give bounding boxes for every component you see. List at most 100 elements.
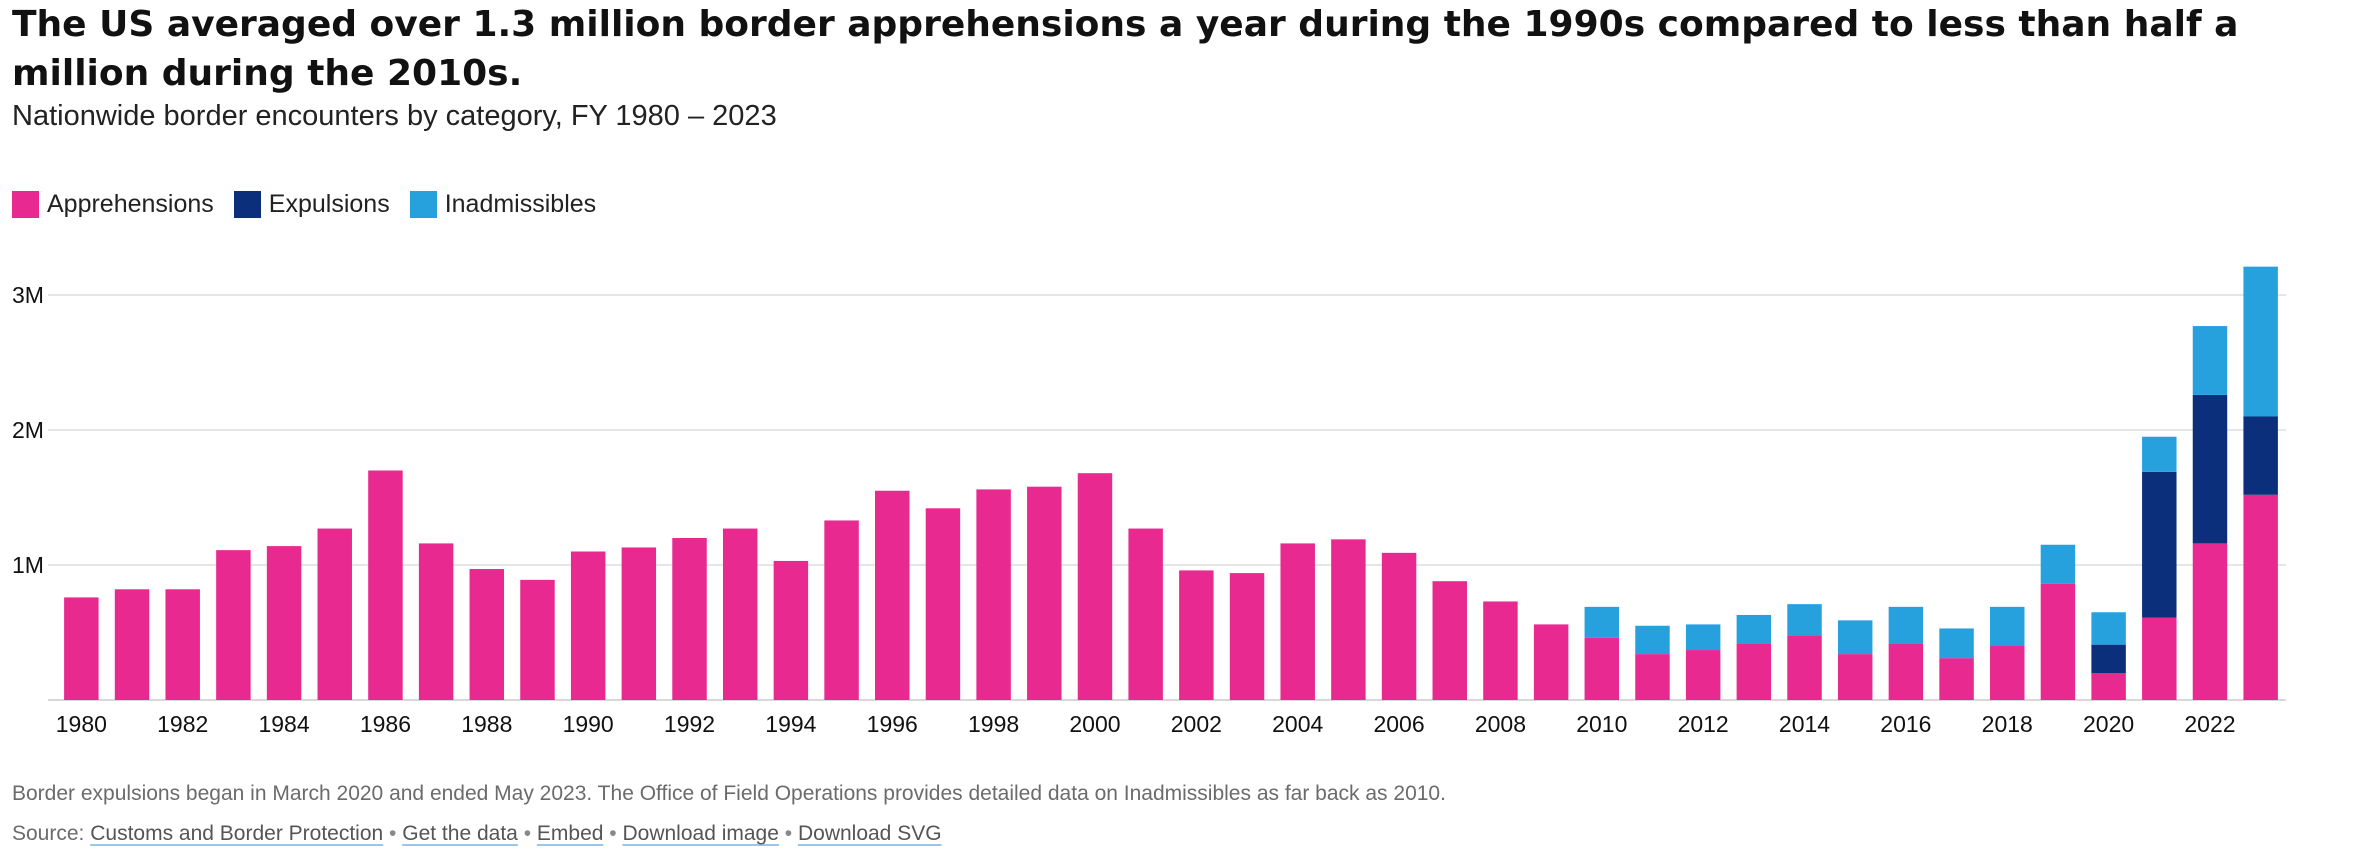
source-link-cbp[interactable]: Customs and Border Protection [90, 822, 384, 845]
separator: • [389, 822, 397, 845]
y-tick-label: 2M [12, 417, 44, 443]
bar-inadmissibles-2019 [2040, 544, 2076, 584]
bar-apprehensions-1987 [418, 543, 454, 700]
x-tick-label: 1986 [360, 711, 411, 737]
bar-apprehensions-1999 [1027, 486, 1062, 700]
bar-apprehensions-2018 [1990, 646, 2025, 700]
legend-item-inadmissibles[interactable]: Inadmissibles [409, 190, 596, 219]
legend-swatch-apprehensions [12, 191, 39, 218]
bar-inadmissibles-2013 [1736, 614, 1772, 644]
bar-apprehensions-2019 [2040, 583, 2076, 700]
bar-apprehensions-2001 [1128, 528, 1163, 700]
bar-inadmissibles-2021 [2142, 436, 2177, 472]
legend-label-expulsions: Expulsions [268, 190, 390, 218]
x-tick-label: 2016 [1880, 711, 1931, 737]
bar-apprehensions-1996 [875, 490, 910, 700]
legend-item-expulsions[interactable]: Expulsions [233, 190, 390, 219]
x-tick-label: 1980 [56, 711, 107, 737]
separator: • [609, 822, 617, 845]
chart-subtitle: Nationwide border encounters by category… [12, 100, 777, 132]
bar-apprehensions-2015 [1837, 654, 1873, 700]
legend-item-apprehensions[interactable]: Apprehensions [12, 190, 214, 219]
bar-apprehensions-1982 [165, 589, 200, 700]
bar-apprehensions-1998 [976, 489, 1011, 700]
bar-apprehensions-1992 [672, 538, 707, 700]
bar-apprehensions-2020 [2091, 673, 2126, 700]
bar-apprehensions-2007 [1432, 581, 1467, 700]
bar-expulsions-2021 [2142, 471, 2177, 618]
bar-inadmissibles-2016 [1888, 606, 1924, 644]
bar-inadmissibles-2012 [1685, 624, 1721, 651]
x-tick-label: 1982 [157, 711, 208, 737]
x-tick-label: 2012 [1678, 711, 1729, 737]
x-tick-label: 1994 [765, 711, 816, 737]
bar-apprehensions-2003 [1229, 573, 1265, 700]
separator: • [523, 822, 532, 845]
source-line: Source: Customs and Border Protection • … [12, 822, 942, 846]
separator: • [784, 822, 793, 845]
legend-swatch-expulsions [233, 191, 261, 218]
x-tick-label: 2014 [1779, 711, 1830, 737]
bar-apprehensions-2021 [2142, 617, 2177, 700]
x-tick-label: 2006 [1373, 711, 1424, 737]
bar-apprehensions-2000 [1077, 473, 1113, 700]
download-image-link[interactable]: Download image [622, 822, 779, 845]
bar-inadmissibles-2023 [2243, 266, 2278, 417]
bar-inadmissibles-2011 [1635, 625, 1670, 655]
x-tick-label: 2018 [1982, 711, 2033, 737]
footnote: Border expulsions began in March 2020 an… [12, 782, 1446, 805]
bar-apprehensions-2013 [1736, 643, 1772, 700]
bar-inadmissibles-2010 [1584, 606, 1620, 638]
x-tick-label: 1990 [563, 711, 614, 737]
bar-apprehensions-1986 [368, 470, 403, 700]
bar-apprehensions-2011 [1635, 654, 1670, 700]
bar-inadmissibles-2015 [1837, 620, 1873, 655]
x-tick-label: 1992 [664, 711, 715, 737]
x-tick-label: 2022 [2184, 711, 2235, 737]
bar-apprehensions-1997 [925, 508, 961, 700]
stacked-bar-chart: 1M 2M 3M 1980 1982 1984 1986 1988 1990 1992 1994 19… [12, 266, 2286, 737]
x-tick-label: 2004 [1272, 711, 1323, 737]
embed-link[interactable]: Embed [536, 822, 604, 845]
bar-apprehensions-2002 [1179, 570, 1214, 700]
bar-apprehensions-1990 [570, 551, 606, 700]
bar-apprehensions-2005 [1331, 539, 1366, 700]
bar-expulsions-2023 [2243, 416, 2278, 495]
bar-apprehensions-1984 [266, 546, 302, 700]
bar-apprehensions-1983 [216, 550, 251, 700]
bar-expulsions-2020 [2091, 644, 2126, 673]
y-tick-label: 3M [12, 282, 44, 308]
x-tick-label: 2002 [1171, 711, 1222, 737]
x-tick-label: 1998 [968, 711, 1019, 737]
download-svg-link[interactable]: Download SVG [797, 822, 942, 845]
bar-apprehensions-1994 [773, 560, 809, 700]
bar-apprehensions-2022 [2192, 543, 2228, 700]
bar-apprehensions-1988 [469, 569, 505, 700]
bar-apprehensions-2004 [1280, 543, 1315, 700]
legend: Apprehensions Expulsions Inadmissibles [12, 190, 616, 219]
bar-apprehensions-1985 [317, 528, 352, 700]
bar-apprehensions-1991 [621, 547, 657, 700]
x-tick-label: 1984 [258, 711, 309, 737]
x-tick-label: 2008 [1475, 711, 1526, 737]
bar-apprehensions-2017 [1939, 658, 1974, 700]
bar-apprehensions-2012 [1685, 650, 1721, 700]
source-prefix: Source: [12, 822, 85, 845]
bar-apprehensions-2009 [1533, 624, 1569, 700]
x-tick-label: 2010 [1576, 711, 1627, 737]
legend-swatch-inadmissibles [409, 191, 437, 218]
bar-apprehensions-1981 [114, 589, 150, 700]
x-tick-label: 1996 [867, 711, 918, 737]
bar-apprehensions-2006 [1381, 552, 1417, 700]
bar-inadmissibles-2022 [2192, 326, 2228, 395]
x-tick-label: 1988 [461, 711, 512, 737]
bar-inadmissibles-2014 [1787, 604, 1822, 636]
chart-title: The US averaged over 1.3 million border … [12, 4, 2239, 94]
get-the-data-link[interactable]: Get the data [402, 822, 518, 845]
bar-apprehensions-1995 [824, 520, 859, 700]
bar-apprehensions-2008 [1483, 601, 1518, 700]
x-tick-label: 2000 [1069, 711, 1120, 737]
bar-apprehensions-1993 [722, 528, 758, 700]
bar-apprehensions-2014 [1787, 635, 1822, 700]
bar-inadmissibles-2020 [2091, 612, 2126, 645]
